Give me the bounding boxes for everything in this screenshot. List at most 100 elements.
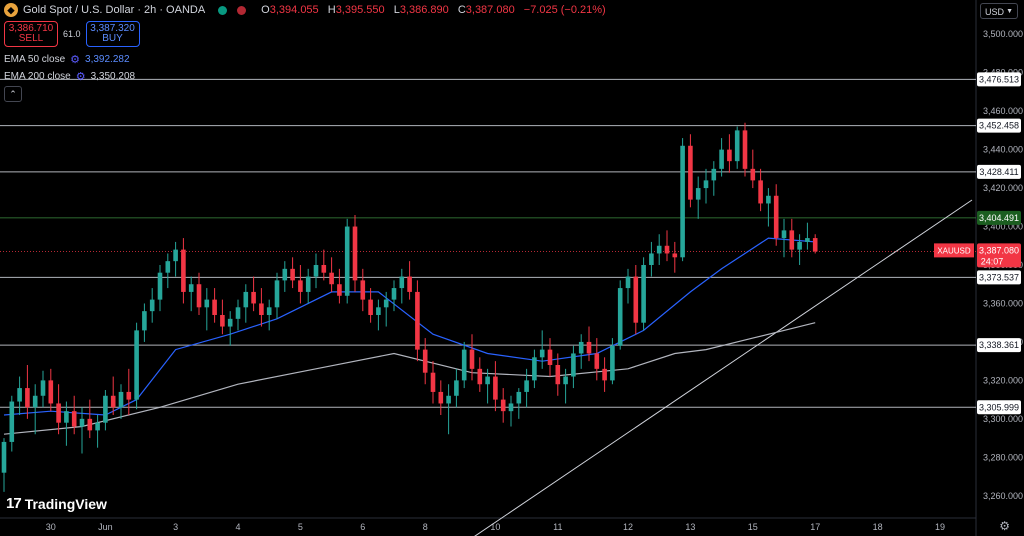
market-status-icon: [218, 5, 228, 15]
y-tick-label: 3,420.000: [983, 183, 1023, 193]
buy-button[interactable]: 3,387.320 BUY: [85, 21, 140, 47]
ema50-legend[interactable]: EMA 50 close ⚙ 3,392.282: [4, 53, 130, 66]
candle-body: [539, 349, 545, 358]
last-price-tag: [977, 243, 1021, 268]
high-value: 3,395.550: [335, 4, 385, 16]
ema200-legend[interactable]: EMA 200 close ⚙ 3,350.208: [4, 70, 135, 83]
candle-body: [477, 368, 483, 385]
candle-body: [188, 284, 194, 292]
candle-body: [805, 238, 810, 242]
candle-body: [610, 345, 615, 381]
candle-body: [734, 130, 740, 162]
gold-symbol-icon: ◆: [4, 3, 18, 17]
x-tick-label: 8: [423, 522, 428, 532]
trendline: [474, 199, 973, 536]
x-tick-label: Jun: [98, 522, 113, 532]
y-tick-label: 3,440.000: [983, 145, 1023, 155]
buy-label: BUY: [102, 33, 123, 44]
candle-body: [305, 276, 311, 292]
y-tick-label: 3,280.000: [983, 452, 1023, 462]
x-tick-label: 12: [623, 522, 633, 532]
candle-body: [516, 391, 522, 404]
candle-body: [711, 168, 717, 181]
candle-body: [376, 307, 381, 315]
candle-body: [290, 268, 295, 281]
candle-body: [469, 349, 475, 369]
x-tick-label: 10: [490, 522, 500, 532]
candle-body: [633, 276, 639, 323]
candle-body: [500, 399, 506, 412]
candle-body: [695, 188, 701, 200]
candle-body: [688, 145, 693, 200]
candle-body: [407, 276, 412, 292]
candle-body: [586, 341, 592, 354]
candle-body: [64, 411, 69, 423]
candle-body: [48, 380, 54, 404]
tradingview-brand: TradingView: [24, 495, 107, 512]
candle-body: [134, 330, 139, 400]
candle-body: [602, 368, 607, 381]
x-tick-label: 3: [173, 522, 178, 532]
currency-label: USD: [985, 7, 1005, 17]
level-price-tag: [977, 400, 1021, 415]
candle-body: [812, 238, 818, 252]
spread-value: 61.0: [63, 29, 81, 39]
candle-body: [617, 288, 623, 346]
level-price-tag: [977, 72, 1021, 87]
tradingview-logo-icon: 17: [6, 495, 22, 512]
x-tick-label: 4: [235, 522, 240, 532]
candle-body: [196, 284, 202, 308]
x-tick-label: 17: [810, 522, 820, 532]
gear-icon[interactable]: ⚙: [999, 519, 1010, 533]
currency-select[interactable]: USD ▼: [980, 3, 1018, 19]
candle-body: [649, 253, 654, 265]
candle-body: [485, 376, 490, 385]
candle-body: [563, 376, 568, 385]
candle-body: [578, 341, 584, 354]
candle-body: [750, 168, 756, 181]
candle-body: [571, 353, 576, 377]
candle-body: [298, 280, 303, 292]
candle-body: [173, 249, 178, 262]
chevron-down-icon: ▼: [1006, 8, 1013, 15]
candle-body: [719, 149, 724, 169]
level-price-label: 3,373.537: [979, 272, 1019, 282]
candle-body: [532, 357, 537, 381]
candle-body: [25, 388, 30, 408]
candle-body: [680, 145, 685, 258]
countdown-label: 24:07: [981, 256, 1004, 266]
symbol-title[interactable]: Gold Spot / U.S. Dollar · 2h · OANDA: [23, 4, 206, 16]
candle-body: [415, 291, 420, 350]
candle-body: [40, 380, 46, 396]
candle-body: [266, 307, 272, 315]
candle-body: [87, 418, 93, 431]
candle-body: [95, 422, 100, 431]
level-price-label: 3,305.999: [979, 402, 1019, 412]
y-tick-label: 3,500.000: [983, 29, 1023, 39]
ema50-settings-icon[interactable]: ⚙: [70, 54, 81, 66]
candle-body: [235, 307, 241, 319]
candle-body: [352, 226, 358, 281]
candle-body: [758, 180, 763, 204]
candle-body: [157, 272, 163, 300]
last-price-label: 3,387.080: [979, 245, 1019, 255]
tradingview-logo[interactable]: 17 TradingView: [6, 495, 107, 512]
candle-body: [547, 349, 553, 365]
candle-body: [454, 380, 459, 396]
collapse-legend-button[interactable]: ⌃: [4, 86, 22, 102]
ema200-settings-icon[interactable]: ⚙: [75, 71, 86, 83]
sell-button[interactable]: 3,386.710 SELL: [4, 21, 58, 47]
candle-body: [789, 230, 795, 250]
ohlc-readout: O3,394.055 H3,395.550 L3,386.890 C3,387.…: [261, 4, 606, 16]
candle-body: [524, 380, 529, 392]
open-value: 3,394.055: [269, 4, 319, 16]
candle-body: [103, 395, 108, 423]
level-price-tag: [977, 270, 1021, 285]
candle-body: [797, 241, 802, 250]
level-price-label: 3,476.513: [979, 74, 1019, 84]
candle-body: [212, 299, 217, 315]
ema50-line: [3, 237, 816, 416]
candle-body: [399, 276, 405, 289]
candle-body: [181, 249, 186, 292]
